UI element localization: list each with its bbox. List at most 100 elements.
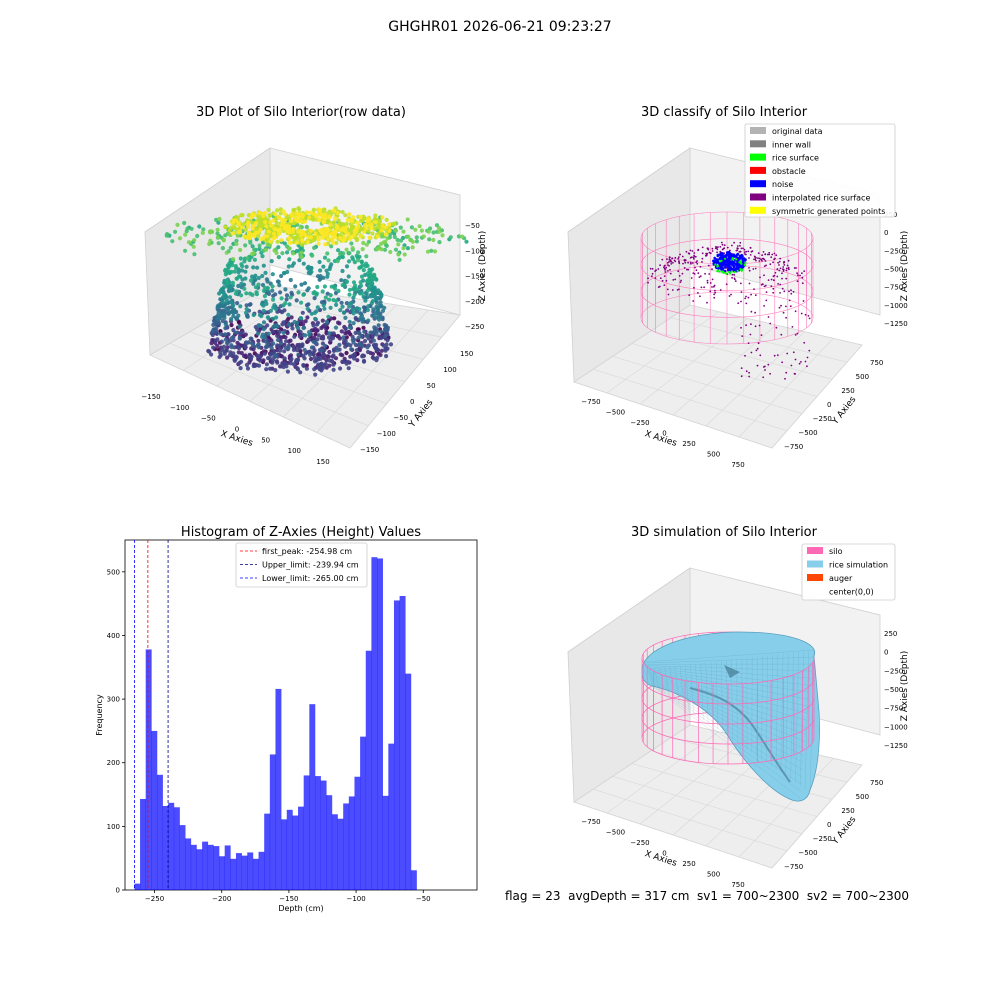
raw-data-point — [239, 293, 244, 298]
raw-data-point — [234, 289, 239, 294]
interpolated-point — [793, 267, 796, 269]
interpolated-point — [699, 295, 701, 298]
interpolated-point — [779, 283, 782, 286]
raw-data-point — [374, 296, 379, 301]
raw-data-point — [377, 219, 383, 224]
interpolated-point — [804, 360, 807, 363]
raw-data-point — [278, 290, 283, 295]
interpolated-point — [800, 312, 803, 315]
raw-data-point — [232, 269, 237, 274]
interpolated-point — [647, 277, 649, 280]
raw-data-point — [349, 301, 354, 306]
raw-data-point — [238, 366, 243, 371]
hist-bar — [235, 853, 242, 890]
raw-data-point — [367, 235, 372, 240]
rice-surface-point — [743, 263, 746, 266]
raw-data-point — [255, 265, 260, 270]
raw-data-point — [216, 310, 221, 315]
raw-data-point — [283, 335, 288, 340]
interpolated-point — [772, 261, 774, 264]
raw-data-point — [291, 261, 296, 266]
interpolated-point — [763, 265, 766, 267]
raw-data-point — [273, 227, 278, 232]
raw-data-point — [223, 322, 228, 327]
raw-data-point — [252, 232, 257, 237]
raw-data-point — [282, 308, 287, 313]
hist-bar — [303, 775, 310, 890]
raw-data-point — [347, 292, 352, 297]
raw-data-point — [221, 344, 227, 349]
raw-data-point — [379, 348, 384, 353]
raw-data-point — [280, 251, 285, 256]
interpolated-point — [692, 300, 695, 302]
interpolated-point — [667, 293, 670, 296]
raw-data-point — [327, 297, 332, 302]
raw-data-point — [261, 320, 267, 325]
status-footer: flag = 23 avgDepth = 317 cm sv1 = 700~23… — [505, 889, 909, 903]
raw-data-point — [234, 241, 239, 247]
raw-data-point — [323, 242, 328, 247]
raw-data-point — [340, 238, 345, 243]
raw-data-point — [256, 275, 261, 281]
noise-point — [723, 269, 727, 273]
interpolated-point — [695, 269, 698, 272]
raw-data-point — [379, 335, 384, 340]
raw-data-point — [295, 324, 300, 329]
raw-data-point — [266, 331, 271, 336]
hist-bar — [258, 851, 265, 890]
raw-data-point — [414, 235, 419, 240]
raw-data-point — [270, 329, 275, 334]
interpolated-point — [674, 256, 677, 259]
raw-data-point — [353, 283, 358, 288]
raw-data-point — [345, 359, 350, 364]
interpolated-point — [768, 253, 771, 256]
interpolated-point — [797, 274, 799, 277]
raw-data-point — [250, 212, 255, 217]
raw-data-point — [324, 326, 329, 332]
interpolated-point — [780, 333, 783, 336]
raw-data-point — [350, 304, 355, 309]
rice-surface-point — [718, 259, 721, 262]
raw-data-point — [364, 242, 369, 247]
raw-data-point — [226, 332, 231, 337]
sim-y-tick-label: −500 — [798, 849, 817, 857]
raw-data-point — [295, 348, 300, 353]
raw-data-point — [321, 352, 326, 357]
interpolated-point — [647, 281, 649, 284]
raw-data-point — [183, 248, 188, 253]
classify-z-tick-label: 0 — [884, 229, 888, 237]
raw-x-tick-label: −150 — [141, 393, 160, 401]
interpolated-point — [709, 290, 712, 293]
interpolated-point — [700, 286, 703, 289]
raw-data-point — [327, 349, 332, 355]
interpolated-point — [687, 268, 690, 271]
raw-data-point — [285, 250, 290, 255]
noise-point — [727, 266, 730, 269]
legend-swatch — [807, 574, 823, 581]
raw-data-point — [222, 303, 227, 308]
classify-y-tick-label: 750 — [870, 359, 883, 367]
raw-data-point — [238, 256, 243, 261]
raw-data-point — [298, 329, 303, 334]
panel-simulation: 3D simulation of Silo Interior −750−500−… — [567, 525, 910, 889]
interpolated-point — [659, 264, 661, 267]
raw-data-point — [398, 225, 403, 230]
interpolated-point — [666, 262, 669, 264]
raw-data-point — [325, 354, 330, 359]
interpolated-point — [659, 277, 662, 280]
hist-x-tick-label: −100 — [346, 895, 365, 903]
interpolated-point — [768, 251, 771, 254]
interpolated-point — [748, 257, 750, 259]
interpolated-point — [719, 289, 722, 291]
raw-data-point — [328, 305, 333, 310]
raw-data-point — [290, 229, 295, 235]
raw-data-point — [329, 284, 334, 289]
raw-data-point — [270, 288, 275, 293]
raw-data-point — [312, 296, 317, 301]
raw-data-point — [361, 268, 366, 273]
legend-label: silo — [829, 547, 843, 556]
interpolated-point — [778, 306, 781, 309]
interpolated-point — [798, 362, 801, 365]
raw-data-point — [279, 238, 284, 243]
